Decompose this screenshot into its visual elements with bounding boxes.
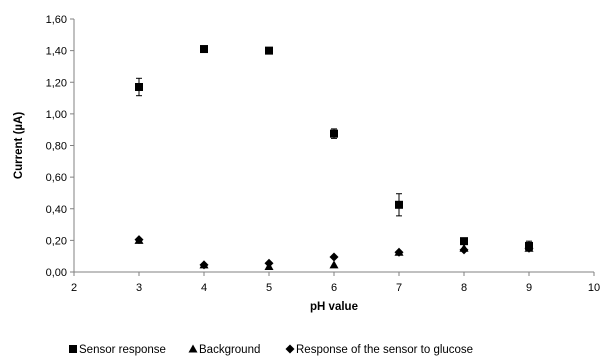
y-tick-label: 0,20 [46,235,67,247]
data-point [330,129,338,138]
y-tick-label: 1,00 [46,109,67,121]
y-tick-label: 0,80 [46,141,67,153]
axes [73,19,594,273]
x-tick-label: 10 [588,282,600,294]
x-axis-ticks: 2 3 4 5 6 7 8 9 10 [71,272,600,294]
y-axis-ticks: 0,00 0,20 0,40 0,60 0,80 1,00 1,20 1,40 1,60 [46,14,74,279]
data-point [199,260,209,270]
legend-item: Response of the sensor to glucose [285,344,473,356]
data-point [459,245,469,255]
y-tick-label: 1,20 [46,77,67,89]
x-tick-label: 9 [526,282,532,294]
legend-item: Sensor response [69,344,166,356]
x-tick-label: 4 [201,282,207,294]
x-tick-label: 5 [266,282,272,294]
data-point [264,258,274,268]
x-tick-label: 2 [71,282,77,294]
y-tick-label: 1,40 [46,46,67,58]
series-sensor-response [135,45,533,252]
legend-label: Response of the sensor to glucose [296,344,473,356]
legend-label: Background [199,344,260,356]
x-tick-label: 6 [331,282,337,294]
data-point [329,252,339,262]
legend-marker [285,344,295,354]
y-tick-label: 0,00 [46,267,67,279]
data-point [395,200,403,209]
x-tick-label: 7 [396,282,402,294]
data-point [134,235,144,245]
legend-label: Sensor response [79,344,166,356]
legend-marker [188,344,198,353]
data-point [525,241,533,250]
legend-marker [69,345,77,353]
data-point [394,247,404,257]
data-point [135,82,143,91]
x-tick-label: 8 [461,282,467,294]
legend-item: Background [188,344,260,356]
data-point [265,46,273,55]
x-tick-label: 3 [136,282,142,294]
y-tick-label: 1,60 [46,14,67,26]
legend: Sensor response Background Response of the… [69,344,473,356]
data-point [329,260,339,269]
data-marks [134,45,534,270]
y-axis-title: Current (µA) [13,112,25,179]
y-tick-label: 0,60 [46,172,67,184]
y-tick-label: 0,40 [46,204,67,216]
x-axis-title: pH value [310,301,358,313]
data-point [460,237,468,246]
data-point [200,45,208,54]
